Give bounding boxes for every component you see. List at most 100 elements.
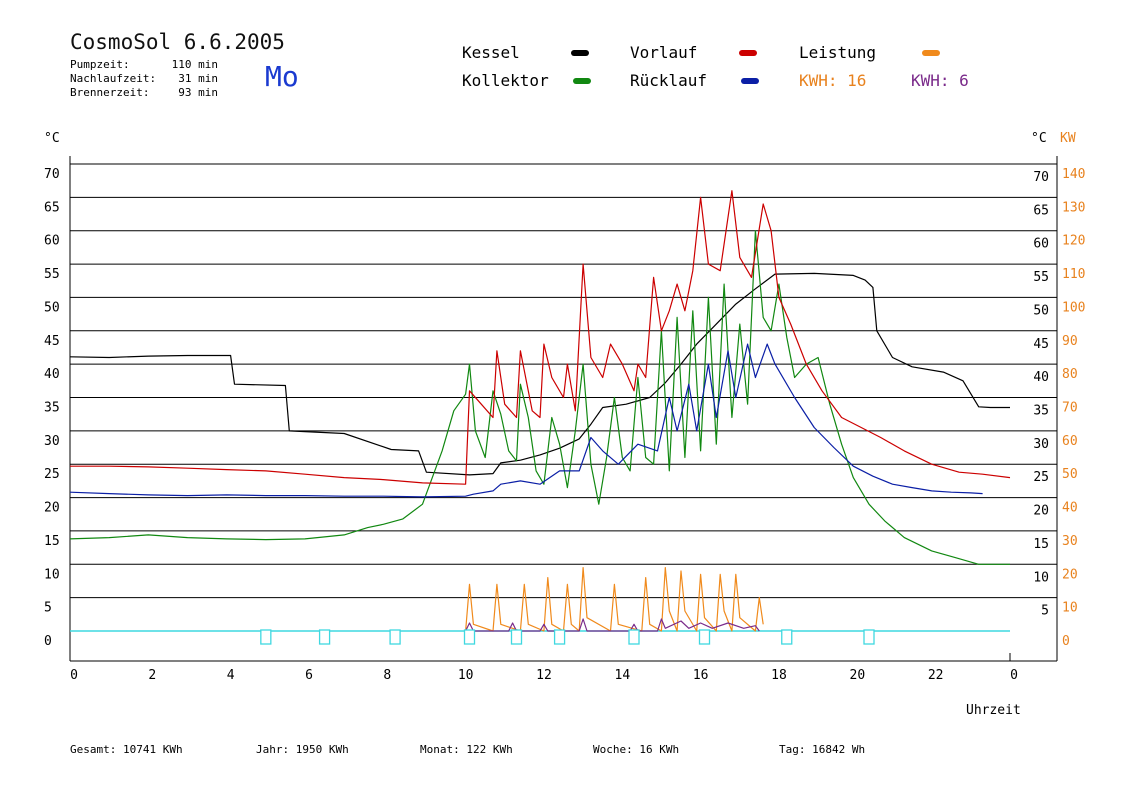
y-tick-right: 10: [1033, 570, 1049, 585]
x-tick: 16: [693, 668, 709, 683]
series-lines: [69, 190, 1011, 632]
pump-marker: [628, 629, 640, 645]
y-tick-right: 5: [1041, 604, 1049, 619]
x-tick: 0: [1010, 668, 1018, 683]
legend-vorlauf-swatch: [739, 50, 757, 56]
x-tick: 2: [148, 668, 156, 683]
x-tick: 8: [383, 668, 391, 683]
legend-kessel: Kessel: [462, 43, 520, 62]
stat-value: 31 min: [178, 72, 218, 85]
legend-kessel-swatch: [571, 50, 589, 56]
y-tick-left: 5: [44, 601, 52, 616]
pump-marker: [463, 629, 476, 645]
y2-tick: 140: [1062, 167, 1085, 182]
stat-value: 93 min: [178, 86, 218, 99]
x-tick: 22: [928, 668, 944, 683]
y-tick-right: 70: [1033, 170, 1049, 185]
x-tick: 14: [615, 668, 631, 683]
y2-tick: 70: [1062, 401, 1078, 416]
legend-leistung-swatch: [922, 50, 940, 56]
y-tick-left: 70: [44, 167, 60, 182]
y2-tick: 40: [1062, 501, 1078, 516]
y-tick-left: 50: [44, 300, 60, 315]
footer-tag: Tag: 16842 Wh: [779, 743, 866, 756]
pump-marker: [553, 629, 566, 645]
y2-axis-unit: KW: [1060, 131, 1076, 146]
x-tick: 6: [305, 668, 313, 683]
y-tick-left: 0: [44, 634, 52, 649]
series-line-r-cklauf: [69, 343, 983, 498]
footer-jahr: Jahr: 1950 KWh: [256, 743, 349, 756]
series-line-leistung: [465, 567, 764, 632]
legend-ruecklauf-swatch: [741, 78, 759, 84]
y-tick-right: 60: [1033, 237, 1049, 252]
stat-pumpzeit: Pumpzeit: 110 min: [70, 58, 218, 71]
y2-tick: 110: [1062, 267, 1085, 282]
pump-markers: [260, 629, 875, 645]
series-line-kwh-6: [465, 618, 760, 632]
footer-woche: Woche: 16 KWh: [593, 743, 680, 756]
y-tick-left: 35: [44, 401, 60, 416]
stat-brennerzeit: Brennerzeit: 93 min: [70, 86, 218, 99]
pump-marker: [318, 629, 331, 645]
footer-gesamt: Gesamt: 10741 KWh: [70, 743, 183, 756]
stat-label: Nachlaufzeit:: [70, 72, 157, 85]
stat-label: Brennerzeit:: [70, 86, 150, 99]
y2-tick: 0: [1062, 634, 1070, 649]
y-tick-right: 35: [1033, 404, 1049, 419]
y2-tick: 30: [1062, 534, 1078, 549]
x-tick: 20: [850, 668, 866, 683]
pump-marker: [781, 629, 793, 645]
series-line-kessel: [69, 272, 1010, 476]
legend-kollektor: Kollektor: [462, 71, 549, 90]
y-tick-left: 60: [44, 234, 60, 249]
series-line-kollektor: [69, 230, 1010, 565]
pump-marker: [510, 629, 523, 645]
legend-kwh-orange: KWH: 16: [799, 71, 867, 90]
x-tick: 18: [771, 668, 787, 683]
footer-monat: Monat: 122 KWh: [420, 743, 513, 756]
y2-tick: 20: [1062, 567, 1078, 582]
legend-kwh-purple: KWH: 6: [911, 71, 969, 90]
y-tick-left: 15: [44, 534, 60, 549]
axes: [69, 156, 1058, 662]
legend-vorlauf: Vorlauf: [630, 43, 698, 62]
pump-marker: [389, 629, 401, 645]
weekday-label: Mo: [265, 60, 299, 93]
series-line-vorlauf: [70, 190, 1011, 485]
stat-label: Pumpzeit:: [70, 58, 130, 71]
y-tick-left: 40: [44, 367, 60, 382]
tick-labels: 0510152025303540455055606570510152025303…: [44, 131, 1085, 718]
y-tick-right: 30: [1033, 437, 1049, 452]
stat-value: 110 min: [171, 58, 218, 71]
y-tick-left: 20: [44, 501, 60, 516]
y-tick-left: 45: [44, 334, 60, 349]
y-tick-left: 30: [44, 434, 60, 449]
y-tick-right: 45: [1033, 337, 1049, 352]
legend-leistung: Leistung: [799, 43, 877, 62]
x-tick: 12: [536, 668, 552, 683]
page-title: CosmoSol 6.6.2005: [70, 30, 285, 54]
y-tick-left: 55: [44, 267, 60, 282]
y2-tick: 10: [1062, 601, 1078, 616]
y2-tick: 90: [1062, 334, 1078, 349]
y2-tick: 50: [1062, 467, 1078, 482]
y2-tick: 60: [1062, 434, 1078, 449]
x-tick: 0: [70, 668, 78, 683]
y-tick-right: 65: [1033, 203, 1049, 218]
x-tick: 4: [227, 668, 235, 683]
y-tick-right: 15: [1033, 537, 1049, 552]
legend-ruecklauf: Rücklauf: [630, 71, 708, 90]
y-axis-unit-left: °C: [44, 131, 60, 146]
y2-tick: 80: [1062, 367, 1078, 382]
stat-nachlaufzeit: Nachlaufzeit: 31 min: [70, 72, 218, 85]
y-tick-right: 50: [1033, 303, 1049, 318]
y-tick-left: 25: [44, 467, 60, 482]
y-axis-unit-right: °C: [1031, 131, 1047, 146]
x-tick: 10: [458, 668, 474, 683]
pump-marker: [863, 629, 875, 645]
y-tick-left: 10: [44, 567, 60, 582]
y-tick-right: 40: [1033, 370, 1049, 385]
y-tick-left: 65: [44, 200, 60, 215]
